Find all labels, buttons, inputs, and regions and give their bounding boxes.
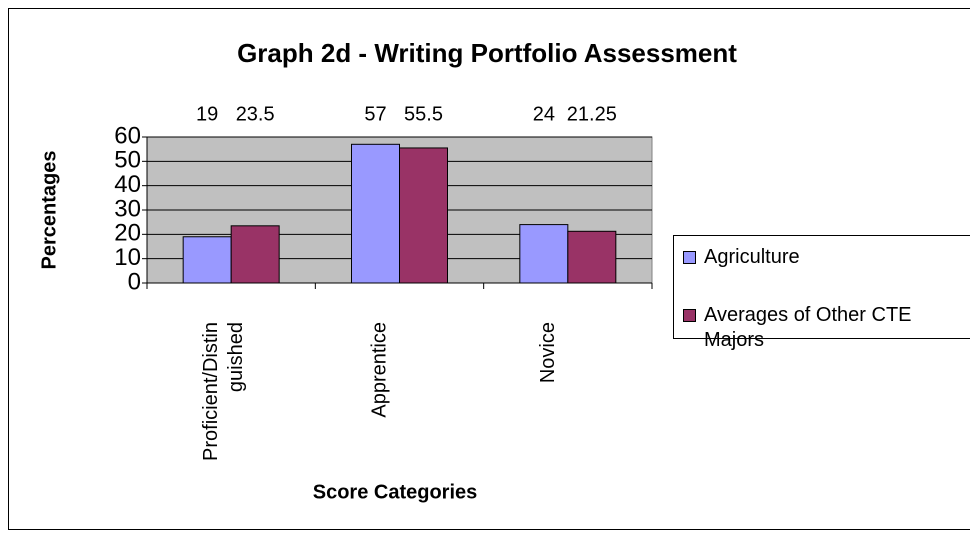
legend-swatch xyxy=(683,309,696,322)
data-label: 57 xyxy=(364,103,386,125)
bar xyxy=(230,225,280,284)
chart-title: Graph 2d - Writing Portfolio Assessment xyxy=(237,38,737,68)
data-label: 23.5 xyxy=(236,103,275,125)
x-tick-label: Novice xyxy=(536,322,559,384)
data-label: 19 xyxy=(196,103,218,125)
x-tick-label-box: Novice xyxy=(536,322,559,384)
x-tick-label: Apprentice xyxy=(368,322,391,418)
y-tick-label: 10 xyxy=(114,244,141,271)
x-tick-label: Proficient/Distinguished xyxy=(200,322,248,461)
x-tick-label-box: Apprentice xyxy=(368,322,391,418)
y-tick-label: 0 xyxy=(128,268,141,295)
y-tick-label: 40 xyxy=(114,171,141,198)
y-tick-label: 30 xyxy=(114,195,141,222)
data-label: 24 xyxy=(533,103,555,125)
bar xyxy=(351,143,400,284)
legend-label-box: Agriculture xyxy=(704,246,800,268)
legend-label: Averages of Other CTE Majors xyxy=(704,304,912,351)
y-axis-label: Percentages xyxy=(38,151,60,270)
y-tick-label: 60 xyxy=(114,122,141,149)
legend-swatch xyxy=(683,251,696,264)
legend-label: Agriculture xyxy=(704,246,800,268)
legend-box xyxy=(673,235,970,339)
data-label: 21.25 xyxy=(567,103,617,125)
bar xyxy=(182,236,232,284)
bar xyxy=(519,224,569,284)
bar xyxy=(399,147,448,284)
x-tick-label-box: Proficient/Distinguished xyxy=(200,322,248,461)
bar xyxy=(567,230,617,284)
y-tick-label: 50 xyxy=(114,147,141,174)
legend-label-box: Averages of Other CTE Majors xyxy=(704,304,912,351)
data-label: 55.5 xyxy=(404,103,443,125)
x-axis-label: Score Categories xyxy=(313,481,478,503)
y-tick-label: 20 xyxy=(114,220,141,247)
